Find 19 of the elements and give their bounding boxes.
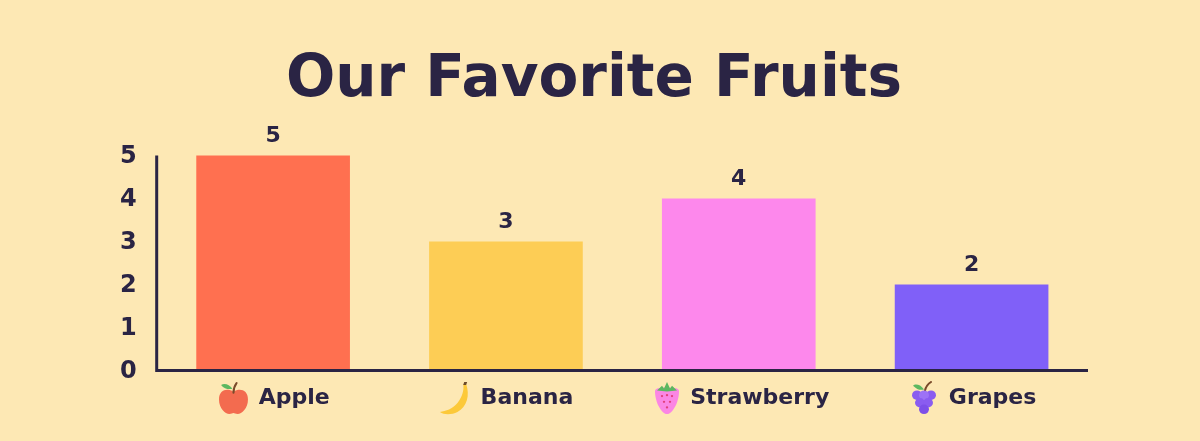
data-label: 4	[731, 165, 747, 191]
x-tick-label: Grapes	[948, 383, 1037, 409]
y-tick-label: 2	[120, 269, 137, 298]
bar	[661, 198, 816, 371]
bar	[196, 155, 350, 371]
y-tick-label: 3	[120, 226, 137, 255]
bar	[894, 284, 1049, 371]
y-tick-label: 4	[120, 183, 137, 212]
chart-title: Our Favorite Fruits	[285, 41, 903, 110]
y-tick-label: 0	[120, 355, 137, 384]
bar	[429, 241, 583, 371]
data-label: 3	[498, 208, 514, 234]
y-tick-label: 1	[120, 312, 137, 341]
y-tick-label: 5	[120, 140, 137, 169]
x-tick-label: Banana	[480, 383, 574, 409]
x-tick-label: Strawberry	[690, 383, 830, 409]
x-tick-label: Apple	[258, 383, 330, 409]
data-label: 2	[963, 251, 980, 277]
data-label: 5	[265, 122, 281, 148]
